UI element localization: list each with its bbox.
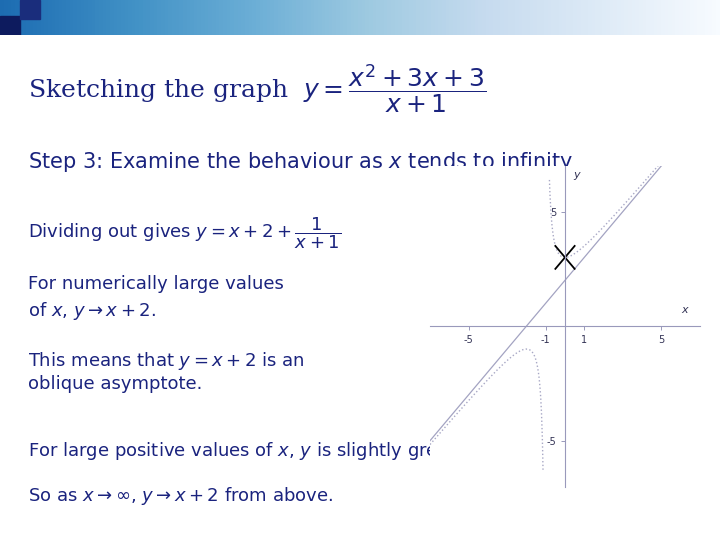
Text: For large positive values of $x$, $y$ is slightly greater than $x + 2$.: For large positive values of $x$, $y$ is…	[28, 440, 576, 462]
Text: So as $x \rightarrow \infty$, $y \rightarrow x + 2$ from above.: So as $x \rightarrow \infty$, $y \righta…	[28, 485, 333, 507]
Text: Dividing out gives $y = x + 2 + \dfrac{1}{x+1}$: Dividing out gives $y = x + 2 + \dfrac{1…	[28, 215, 341, 251]
Bar	[20, 0, 40, 19]
Text: For numerically large values: For numerically large values	[28, 275, 284, 293]
Text: Sketching the graph  $y = \dfrac{x^2 + 3x + 3}{x + 1}$: Sketching the graph $y = \dfrac{x^2 + 3x…	[28, 63, 486, 116]
Text: oblique asymptote.: oblique asymptote.	[28, 375, 202, 393]
Text: $y$: $y$	[572, 170, 582, 183]
Text: of $x$, $y \rightarrow x + 2$.: of $x$, $y \rightarrow x + 2$.	[28, 300, 156, 322]
Text: $x$: $x$	[681, 305, 690, 315]
Text: Step 3: Examine the behaviour as $x$ tends to infinity: Step 3: Examine the behaviour as $x$ ten…	[28, 150, 574, 174]
Text: This means that $y = x + 2$ is an: This means that $y = x + 2$ is an	[28, 350, 305, 372]
Bar	[0, 16, 20, 35]
